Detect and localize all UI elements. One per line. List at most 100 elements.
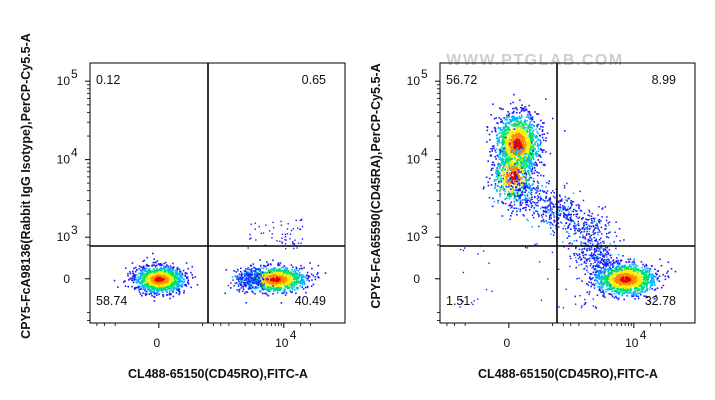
event-dot <box>310 285 313 287</box>
event-dot <box>529 156 531 158</box>
event-dot <box>281 241 283 243</box>
event-dot <box>154 261 156 264</box>
event-dot <box>528 167 530 169</box>
event-dot <box>530 193 533 196</box>
event-dot <box>185 285 188 287</box>
event-dot <box>504 125 507 128</box>
event-dot <box>246 291 249 294</box>
event-dot <box>526 143 529 146</box>
event-dot <box>157 287 160 289</box>
event-dot <box>521 135 524 137</box>
event-dot <box>276 292 279 294</box>
event-dot <box>259 273 262 275</box>
event-dot <box>505 154 507 156</box>
event-dot <box>516 213 518 216</box>
event-dot <box>246 277 248 280</box>
event-dot <box>520 146 523 149</box>
event-dot <box>257 268 260 271</box>
event-dot <box>525 137 528 140</box>
event-dot <box>567 248 570 250</box>
event-dot <box>238 280 240 283</box>
event-dot <box>512 120 515 122</box>
event-dot <box>508 165 510 168</box>
event-dot <box>172 278 175 280</box>
event-dot <box>254 288 256 290</box>
event-dot <box>519 120 521 123</box>
event-dot <box>508 154 510 156</box>
event-dot <box>176 274 178 276</box>
event-dot <box>131 262 134 264</box>
event-dot <box>518 164 520 167</box>
event-dot <box>166 281 168 284</box>
event-dot <box>169 276 172 279</box>
event-dot <box>522 154 524 157</box>
event-dot <box>504 163 507 166</box>
event-dot <box>280 302 283 304</box>
event-dot <box>276 288 278 291</box>
event-dot <box>294 275 296 278</box>
event-dot <box>513 141 515 143</box>
event-dot <box>240 287 243 289</box>
event-dot <box>154 266 157 269</box>
event-dot <box>500 159 502 161</box>
event-dot <box>172 282 174 285</box>
event-dot <box>245 278 247 280</box>
event-dot <box>535 155 538 157</box>
event-dot <box>144 276 146 279</box>
event-dot <box>140 274 143 276</box>
event-dot <box>299 274 302 277</box>
event-dot <box>513 180 516 183</box>
event-dot <box>496 173 498 176</box>
event-dot <box>515 154 517 156</box>
event-dot <box>178 280 180 283</box>
event-dot <box>294 239 296 241</box>
event-dot <box>585 234 588 236</box>
event-dot <box>514 118 517 120</box>
event-dot <box>242 281 244 283</box>
event-dot <box>526 154 529 156</box>
event-dot <box>510 206 513 209</box>
event-dot <box>294 277 297 279</box>
event-dot <box>503 127 505 130</box>
event-dot <box>512 146 514 149</box>
event-dot <box>170 275 172 277</box>
event-dot <box>257 287 259 289</box>
event-dot <box>529 139 531 141</box>
event-dot <box>158 281 161 284</box>
event-dot <box>496 142 499 145</box>
event-dot <box>306 274 308 277</box>
event-dot <box>504 190 507 193</box>
event-dot <box>508 136 511 139</box>
event-dot <box>529 162 532 164</box>
event-dot <box>170 277 173 279</box>
event-dot <box>496 137 499 139</box>
event-dot <box>548 208 551 211</box>
event-dot <box>249 271 251 274</box>
event-dot <box>166 273 169 275</box>
event-dot <box>536 125 539 128</box>
event-dot <box>250 277 252 279</box>
event-dot <box>312 274 315 277</box>
event-dot <box>271 271 273 273</box>
event-dot <box>533 195 536 198</box>
event-dot <box>247 267 250 270</box>
event-dot <box>278 284 281 287</box>
event-dot <box>502 169 504 171</box>
event-dot <box>521 202 524 204</box>
event-dot <box>150 272 153 275</box>
event-dot <box>187 279 190 281</box>
event-dot <box>492 161 495 164</box>
event-dot <box>261 288 263 291</box>
event-dot <box>523 131 526 133</box>
event-dot <box>530 149 533 152</box>
event-dot <box>279 270 282 272</box>
event-dot <box>507 128 510 131</box>
event-dot <box>261 287 264 290</box>
event-dot <box>279 279 282 282</box>
event-dot <box>515 187 517 190</box>
event-dot <box>512 148 515 151</box>
event-dot <box>506 126 509 128</box>
event-dot <box>279 287 281 289</box>
event-dot <box>527 126 529 128</box>
event-dot <box>156 276 159 279</box>
